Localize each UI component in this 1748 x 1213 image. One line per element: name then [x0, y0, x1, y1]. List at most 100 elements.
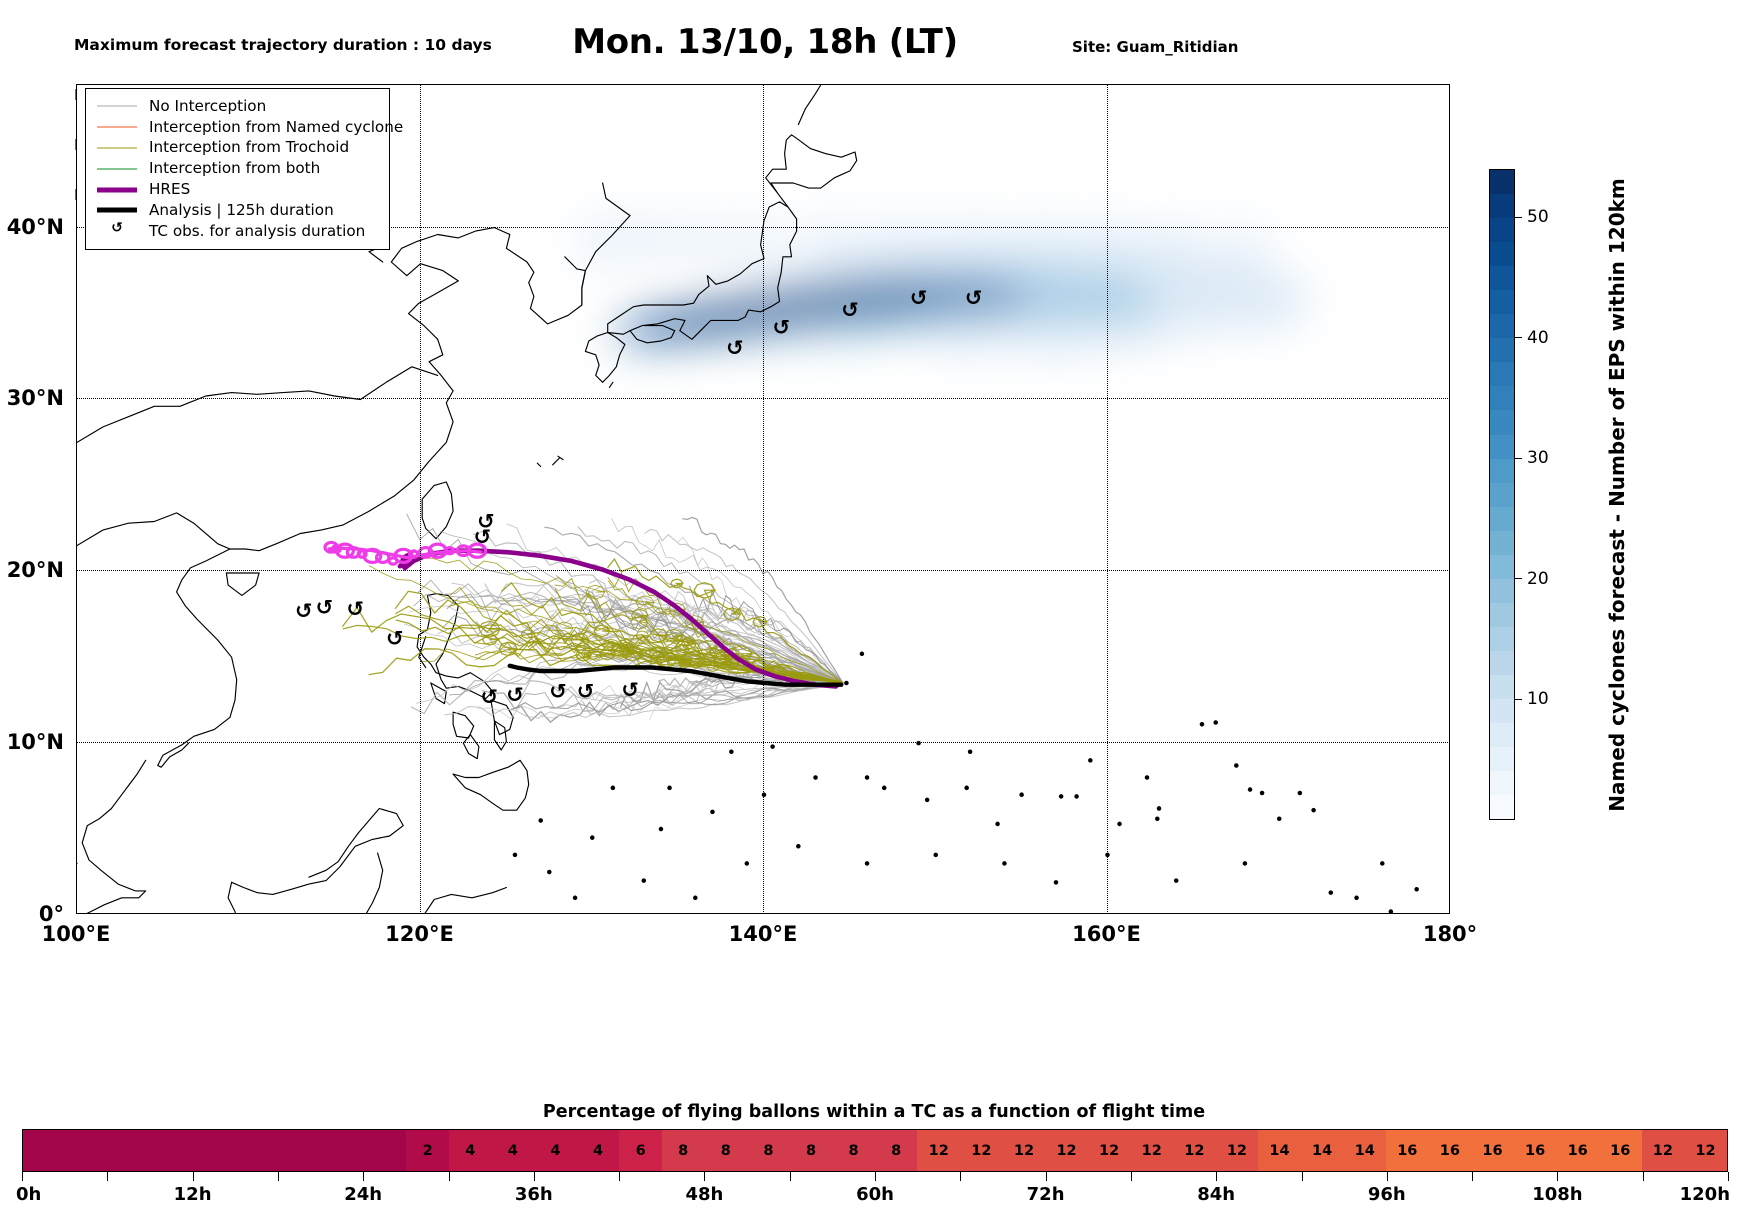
legend-item[interactable]: Interception from Trochoid — [95, 138, 380, 159]
colorbar-segment — [1490, 722, 1514, 747]
cyclone-glyph: ↺ — [111, 220, 123, 237]
percentage-bar-cell[interactable]: 8 — [874, 1130, 918, 1171]
percentage-bar-cell[interactable]: 12 — [1130, 1130, 1174, 1171]
percentage-bar-cell[interactable] — [193, 1130, 236, 1171]
percentage-axis-tick — [533, 1172, 535, 1181]
percentage-bar-cell[interactable]: 12 — [1087, 1130, 1131, 1171]
colorbar-segment — [1490, 338, 1514, 363]
percentage-bar-cell[interactable] — [150, 1130, 194, 1171]
legend-item[interactable]: ↺ TC obs. for analysis duration — [95, 221, 380, 242]
legend-item[interactable]: Interception from both — [95, 158, 380, 179]
percentage-bar-cell[interactable] — [108, 1130, 151, 1171]
island-marker — [710, 809, 715, 815]
percentage-bar-cell[interactable] — [235, 1130, 279, 1171]
percentage-bar-cell[interactable]: 8 — [661, 1130, 705, 1171]
percentage-bar-cell[interactable] — [363, 1130, 407, 1171]
percentage-axis-label: 84h — [1197, 1184, 1236, 1205]
percentage-axis-tick — [789, 1172, 791, 1181]
percentage-bar-cell[interactable]: 8 — [832, 1130, 875, 1171]
percentage-bar-cell[interactable]: 14 — [1258, 1130, 1301, 1171]
x-axis-tick-label: 140°E — [728, 922, 798, 946]
x-axis-tick-label: 180° — [1422, 922, 1478, 946]
percentage-bar-cell[interactable]: 14 — [1300, 1130, 1344, 1171]
colorbar-segment — [1490, 290, 1514, 315]
percentage-bar-cell[interactable]: 12 — [917, 1130, 961, 1171]
cyclone-icon: ↺ — [474, 525, 492, 549]
colorbar-segment — [1490, 410, 1514, 435]
legend-line-icon — [95, 180, 139, 200]
legend-item[interactable]: HRES — [95, 179, 380, 200]
percentage-axis-tick — [277, 1172, 279, 1181]
percentage-bar-cell[interactable]: 12 — [1173, 1130, 1216, 1171]
page-title: Mon. 13/10, 18h (LT) — [572, 22, 958, 62]
legend-item-label: HRES — [149, 179, 191, 198]
percentage-bar-cell[interactable]: 6 — [619, 1130, 662, 1171]
island-marker — [1259, 790, 1265, 796]
percentage-axis-label: 96h — [1367, 1184, 1406, 1205]
island-marker — [1088, 758, 1093, 763]
percentage-bar-cell[interactable]: 16 — [1513, 1130, 1557, 1171]
percentage-bar-cell[interactable]: 12 — [1684, 1130, 1727, 1171]
legend-item[interactable]: Interception from Named cyclone — [95, 117, 403, 138]
percentage-axis-tick — [1386, 1172, 1388, 1181]
cyclone-icon: ↺ — [477, 509, 495, 533]
island-marker — [1002, 861, 1007, 866]
percentage-bar-cell[interactable]: 12 — [1215, 1130, 1259, 1171]
colorbar-tick-value: 30 — [1527, 448, 1549, 469]
cyclone-icon: ↺ — [841, 298, 859, 322]
legend-line-stroke — [97, 126, 137, 128]
cyclone-icon: ↺ — [772, 315, 790, 339]
percentage-bar-cell[interactable]: 12 — [1641, 1130, 1685, 1171]
percentage-bar-cell[interactable]: 14 — [1343, 1130, 1386, 1171]
island-marker — [693, 895, 698, 901]
colorbar-segment — [1490, 698, 1514, 723]
percentage-bar-cell[interactable]: 12 — [1002, 1130, 1046, 1171]
map-legend[interactable]: No Interception Interception from Named c… — [85, 88, 403, 250]
percentage-bar-cell[interactable]: 2 — [406, 1130, 449, 1171]
island-marker — [864, 775, 870, 780]
percentage-bar-cell[interactable]: 8 — [789, 1130, 833, 1171]
colorbar-segment — [1490, 218, 1514, 243]
percentage-bar-cell[interactable]: 12 — [960, 1130, 1003, 1171]
percentage-bar[interactable]: 2 4 4 4 4 6 8 8 8 8 8 8 12 12 12 12 12 12 12 12 14 14 14 16 16 16… — [22, 1129, 1728, 1172]
colorbar-tick-label: 30 — [1515, 448, 1549, 468]
percentage-bar-cell[interactable]: 4 — [491, 1130, 535, 1171]
percentage-bar-cell[interactable]: 16 — [1598, 1130, 1642, 1171]
percentage-bar-cell[interactable] — [321, 1130, 364, 1171]
island-marker — [1074, 794, 1079, 799]
colorbar-segment — [1490, 170, 1514, 195]
eps-colorbar[interactable] — [1489, 169, 1515, 820]
percentage-bar-cell[interactable]: 4 — [576, 1130, 620, 1171]
percentage-bar-cell[interactable] — [23, 1130, 66, 1171]
island-marker — [967, 749, 973, 755]
legend-item[interactable]: No Interception — [95, 96, 380, 117]
x-axis-tick-label: 120°E — [385, 922, 454, 946]
colorbar-segment — [1490, 314, 1514, 339]
percentage-axis-tick — [107, 1172, 109, 1181]
percentage-bar-cell[interactable]: 16 — [1386, 1130, 1429, 1171]
percentage-bar-cell[interactable]: 16 — [1428, 1130, 1472, 1171]
percentage-axis-tick — [1301, 1172, 1303, 1181]
percentage-bar-cell[interactable]: 12 — [1045, 1130, 1088, 1171]
percentage-bar-cell[interactable]: 16 — [1556, 1130, 1599, 1171]
legend-line-stroke — [97, 105, 137, 107]
percentage-axis-tick — [1472, 1172, 1474, 1181]
cyclone-icon: ↺ — [965, 286, 983, 310]
legend-item[interactable]: Analysis | 125h duration — [95, 200, 380, 221]
island-marker — [1117, 821, 1122, 827]
colorbar-segment — [1490, 578, 1514, 603]
island-marker — [844, 680, 849, 686]
x-axis-tick-label: 100°E — [41, 922, 111, 946]
island-marker — [1053, 880, 1059, 885]
percentage-bar-cell[interactable]: 8 — [747, 1130, 790, 1171]
percentage-bar-cell[interactable] — [65, 1130, 109, 1171]
colorbar-tick-mark — [1515, 578, 1522, 580]
percentage-bar-cell[interactable]: 4 — [448, 1130, 492, 1171]
percentage-bar-cell[interactable]: 4 — [534, 1130, 577, 1171]
percentage-bar-cell[interactable]: 16 — [1471, 1130, 1514, 1171]
percentage-bar-cell[interactable]: 8 — [704, 1130, 748, 1171]
colorbar-segment — [1490, 746, 1514, 771]
cyclone-icon: ↺ — [621, 678, 639, 702]
percentage-bar-cell[interactable] — [278, 1130, 322, 1171]
colorbar-tick-label: 20 — [1515, 569, 1549, 589]
